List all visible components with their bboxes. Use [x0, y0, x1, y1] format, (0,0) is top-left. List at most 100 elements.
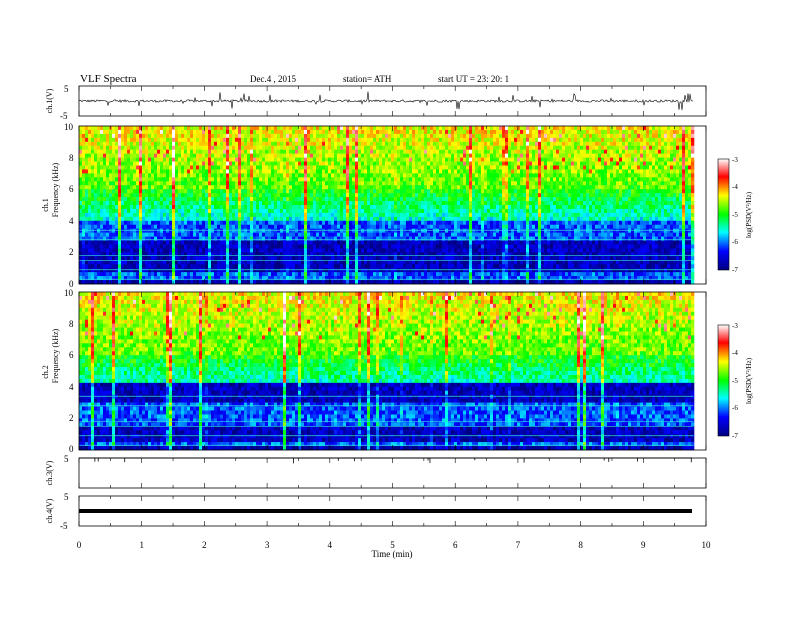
spectrogram-cell	[634, 189, 638, 194]
spectrogram-cell	[412, 193, 416, 198]
spectrogram-cell	[241, 212, 245, 218]
spectrogram-cell	[508, 145, 512, 150]
spectrogram-cell	[451, 208, 455, 214]
spectrogram-cell	[295, 133, 299, 139]
spectrogram-cell	[421, 137, 425, 143]
spectrogram-cell	[478, 165, 482, 170]
spectrogram-cell	[157, 161, 161, 166]
spectrogram-cell	[190, 185, 194, 190]
spectrogram-cell	[211, 153, 215, 158]
spectrogram-cell	[532, 212, 536, 218]
spectrogram-cell	[247, 141, 251, 147]
spectrogram-cell	[331, 137, 335, 143]
spectrogram-cell	[403, 173, 407, 178]
spectrogram-cell	[298, 133, 302, 139]
spectrogram-cell	[97, 201, 101, 206]
spectrogram-cell	[562, 205, 566, 210]
spectrogram-cell	[421, 208, 425, 214]
spectrogram-cell	[586, 173, 590, 178]
spectrogram-cell	[232, 133, 236, 139]
spectrogram-cell	[574, 216, 578, 222]
spectrogram-cell	[319, 181, 323, 186]
spectrogram-cell	[349, 129, 353, 135]
spectrogram-cell	[244, 153, 248, 158]
spectrogram-cell	[550, 193, 554, 198]
spectrogram-cell	[424, 161, 428, 166]
spectrogram-cell	[172, 129, 176, 135]
spectrogram-cell	[619, 133, 623, 139]
spectrogram-cell	[412, 189, 416, 194]
spectrogram-cell	[337, 169, 341, 174]
spectrogram-cell	[88, 201, 92, 206]
spectrogram-cell	[565, 153, 569, 158]
spectrogram-cell	[184, 201, 188, 206]
spectrogram-cell	[643, 185, 647, 190]
spectrogram-cell	[472, 185, 476, 190]
spectrogram-cell	[517, 212, 521, 218]
spectrogram-cell	[265, 205, 269, 210]
spectrogram-cell	[376, 181, 380, 186]
spectrogram-cell	[589, 193, 593, 198]
spectrogram-cell	[457, 189, 461, 194]
spectrogram-cell	[508, 185, 512, 190]
spectrogram-cell	[595, 165, 599, 170]
spectrogram-cell	[442, 141, 446, 147]
spectrogram-cell	[553, 161, 557, 166]
spectrogram-cell	[604, 137, 608, 143]
spectrogram-cell	[205, 212, 209, 218]
spectrogram-cell	[121, 216, 125, 222]
spectrogram-cell	[547, 126, 551, 131]
spectrogram-cell	[226, 185, 230, 190]
spectrogram-cell	[547, 137, 551, 143]
spectrogram-cell	[478, 133, 482, 139]
spectrogram-cell	[637, 137, 641, 143]
spectrogram-cell	[337, 153, 341, 158]
spectrogram-cell	[277, 141, 281, 147]
spectrogram-cell	[598, 169, 602, 174]
spectrogram-cell	[556, 145, 560, 150]
spectrogram-cell	[247, 193, 251, 198]
spectrogram-cell	[472, 181, 476, 186]
spectrogram-cell	[463, 189, 467, 194]
spectrogram-cell	[109, 145, 113, 150]
spectrogram-cell	[130, 216, 134, 222]
spectrogram-cell	[394, 145, 398, 150]
spectrogram-cell	[316, 169, 320, 174]
spectrogram-cell	[130, 177, 134, 182]
spectrogram-cell	[202, 141, 206, 147]
spectrogram-cell	[283, 145, 287, 150]
spectrogram-cell	[601, 165, 605, 170]
spectrogram-cell	[241, 133, 245, 139]
spectrogram-cell	[664, 161, 668, 166]
spectrogram-cell	[634, 193, 638, 198]
spectrogram-cell	[670, 149, 674, 154]
spectrogram-cell	[343, 133, 347, 139]
spectrogram-cell	[172, 145, 176, 150]
spectrogram-cell	[679, 165, 683, 170]
spectrogram-cell	[583, 216, 587, 222]
spectrogram-cell	[139, 212, 143, 218]
spectrogram-cell	[496, 205, 500, 210]
spectrogram-cell	[331, 165, 335, 170]
spectrogram-cell	[208, 137, 212, 143]
spectrogram-cell	[424, 149, 428, 154]
spectrogram-cell	[424, 189, 428, 194]
spectrogram-cell	[289, 181, 293, 186]
spectrogram-cell	[664, 169, 668, 174]
spectrogram-cell	[649, 137, 653, 143]
spectrogram-cell	[457, 181, 461, 186]
spectrogram-cell	[691, 169, 695, 174]
spectrogram-cell	[127, 145, 131, 150]
spectrogram-cell	[373, 189, 377, 194]
spectrogram-cell	[565, 141, 569, 147]
spectrogram-cell	[637, 181, 641, 186]
spectrogram-cell	[313, 137, 317, 143]
spectrogram-cell	[268, 185, 272, 190]
spectrogram-cell	[154, 153, 158, 158]
spectrogram-cell	[592, 169, 596, 174]
spectrogram-cell	[106, 161, 110, 166]
spectrogram-cell	[244, 220, 248, 226]
spectrogram-cell	[592, 181, 596, 186]
spectrogram-cell	[409, 126, 413, 131]
spectrogram-cell	[496, 201, 500, 206]
